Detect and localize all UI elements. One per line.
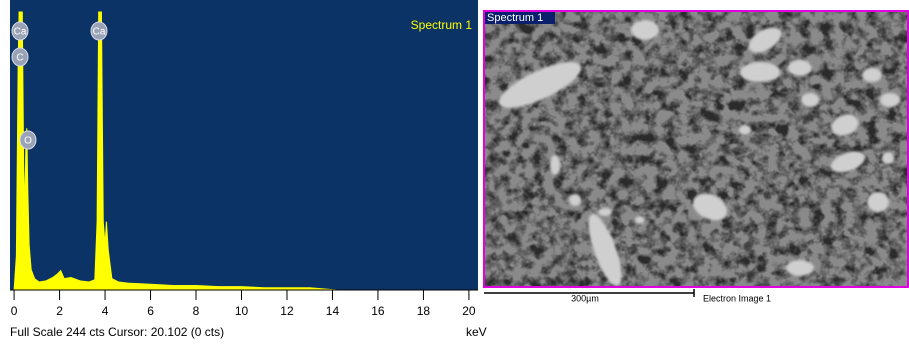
x-tick-label: 12 bbox=[280, 304, 294, 318]
scale-bar-label: 300µm bbox=[571, 293, 599, 303]
x-tick-label: 16 bbox=[371, 304, 385, 318]
peak-label: O bbox=[24, 136, 32, 147]
image-caption: Electron Image 1 bbox=[703, 293, 771, 303]
x-tick-label: 4 bbox=[102, 304, 109, 318]
image-label: Spectrum 1 bbox=[487, 12, 543, 24]
peak-label: C bbox=[16, 53, 23, 64]
peak-label: Ca bbox=[14, 27, 27, 38]
x-tick-label: 20 bbox=[462, 304, 476, 318]
x-tick-label: 6 bbox=[147, 304, 154, 318]
x-unit: keV bbox=[466, 325, 487, 339]
x-tick-label: 0 bbox=[11, 304, 18, 318]
plot-background bbox=[10, 0, 478, 290]
spectrum-title: Spectrum 1 bbox=[411, 18, 473, 32]
x-tick-label: 8 bbox=[193, 304, 200, 318]
peak-label: Ca bbox=[93, 27, 106, 38]
electron-image bbox=[483, 10, 909, 289]
x-tick-label: 10 bbox=[235, 304, 249, 318]
screen: Spectrum 1 300µm Electron Image 1 Spectr… bbox=[0, 0, 909, 343]
x-tick-label: 2 bbox=[56, 304, 63, 318]
x-tick-label: 14 bbox=[326, 304, 340, 318]
x-tick-label: 18 bbox=[417, 304, 431, 318]
status-line: Full Scale 244 cts Cursor: 20.102 (0 cts… bbox=[10, 325, 224, 339]
